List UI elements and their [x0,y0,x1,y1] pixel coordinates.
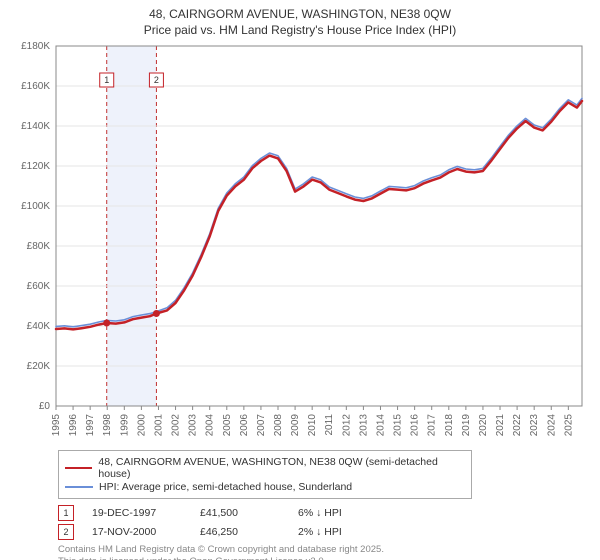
trade-date: 19-DEC-1997 [92,507,182,519]
trade-price: £46,250 [200,526,280,538]
legend-label: 48, CAIRNGORM AVENUE, WASHINGTON, NE38 0… [98,456,465,480]
svg-text:2009: 2009 [290,414,301,437]
svg-text:2000: 2000 [136,414,147,437]
svg-text:2006: 2006 [239,414,250,437]
legend: 48, CAIRNGORM AVENUE, WASHINGTON, NE38 0… [58,450,472,499]
svg-text:1998: 1998 [102,414,113,437]
svg-text:£180K: £180K [21,41,50,52]
transactions-table: 1 19-DEC-1997 £41,500 6% ↓ HPI 2 17-NOV-2000 £… [58,505,600,540]
svg-text:1: 1 [104,75,109,85]
svg-text:1995: 1995 [51,414,62,437]
svg-text:£60K: £60K [27,281,51,292]
svg-text:1996: 1996 [68,414,79,437]
trade-price: £41,500 [200,507,280,519]
svg-text:2: 2 [154,75,159,85]
legend-swatch [65,467,92,469]
svg-text:£40K: £40K [27,321,51,332]
svg-text:2025: 2025 [563,414,574,437]
trade-row: 1 19-DEC-1997 £41,500 6% ↓ HPI [58,505,600,521]
svg-text:2013: 2013 [358,414,369,437]
license-line-2: This data is licensed under the Open Gov… [58,556,600,560]
trade-marker: 2 [58,524,74,540]
trade-row: 2 17-NOV-2000 £46,250 2% ↓ HPI [58,524,600,540]
legend-row: HPI: Average price, semi-detached house,… [65,481,465,493]
svg-text:2017: 2017 [427,414,438,437]
svg-text:£80K: £80K [27,241,51,252]
line-chart: £0 £20K £40K £60K £80K £100K £120K £140K £160K £1… [0,38,600,446]
svg-text:1997: 1997 [85,414,96,437]
svg-text:2018: 2018 [444,414,455,437]
license-line-1: Contains HM Land Registry data © Crown c… [58,544,600,556]
svg-text:2016: 2016 [410,414,421,437]
svg-text:2004: 2004 [205,414,216,437]
svg-text:2022: 2022 [512,414,523,437]
trade-diff: 6% ↓ HPI [298,507,388,519]
chart-titles: 48, CAIRNGORM AVENUE, WASHINGTON, NE38 0… [0,0,600,38]
svg-text:£20K: £20K [27,361,51,372]
svg-text:£160K: £160K [21,81,50,92]
svg-text:2020: 2020 [478,414,489,437]
svg-text:2011: 2011 [324,414,335,436]
license-text: Contains HM Land Registry data © Crown c… [58,544,600,560]
legend-swatch [65,486,93,488]
svg-text:£120K: £120K [21,161,50,172]
svg-text:2010: 2010 [307,414,318,437]
svg-text:2014: 2014 [375,414,386,437]
trade-diff: 2% ↓ HPI [298,526,388,538]
title-line-1: 48, CAIRNGORM AVENUE, WASHINGTON, NE38 0… [0,6,600,22]
svg-text:£0: £0 [39,401,51,412]
svg-text:2001: 2001 [153,414,164,437]
trade-marker: 1 [58,505,74,521]
svg-text:1999: 1999 [119,414,130,437]
chart-area: £0 £20K £40K £60K £80K £100K £120K £140K £160K £1… [0,38,600,446]
legend-row: 48, CAIRNGORM AVENUE, WASHINGTON, NE38 0… [65,456,465,480]
svg-text:2008: 2008 [273,414,284,437]
title-line-2: Price paid vs. HM Land Registry's House … [0,22,600,38]
svg-text:£100K: £100K [21,201,50,212]
svg-text:£140K: £140K [21,121,50,132]
svg-text:2003: 2003 [188,414,199,437]
svg-text:2015: 2015 [393,414,404,437]
legend-label: HPI: Average price, semi-detached house,… [99,481,352,493]
trade-date: 17-NOV-2000 [92,526,182,538]
svg-text:2023: 2023 [529,414,540,437]
svg-text:2007: 2007 [256,414,267,437]
svg-text:2012: 2012 [341,414,352,437]
svg-text:2005: 2005 [222,414,233,437]
svg-text:2024: 2024 [546,414,557,437]
svg-text:2021: 2021 [495,414,506,437]
svg-text:2019: 2019 [461,414,472,437]
svg-text:2002: 2002 [171,414,182,437]
